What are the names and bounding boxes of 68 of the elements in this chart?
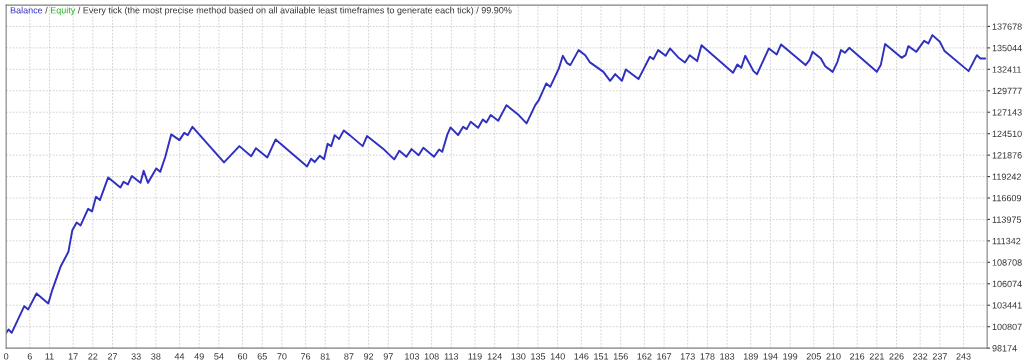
x-tick-label: 70 [277, 353, 287, 360]
text: Balance [10, 6, 43, 14]
x-tick-label: 108 [424, 353, 439, 360]
y-tick-label: 98174 [992, 345, 1017, 352]
y-tick-label: 111342 [992, 237, 1021, 245]
y-tick-label: 132411 [992, 66, 1022, 73]
x-tick-label: 226 [889, 353, 904, 360]
x-tick-label: 54 [214, 353, 224, 360]
x-tick-label: 49 [194, 353, 204, 360]
line-series [6, 34, 987, 335]
y-tick-label: 129777 [992, 87, 1022, 95]
x-tick-label: 156 [613, 353, 628, 360]
y-tick-label: 113975 [992, 216, 1022, 223]
x-tick-label: 103 [405, 353, 420, 360]
x-tick-label: 113 [444, 353, 459, 360]
x-tick-label: 151 [594, 353, 609, 360]
x-tick-label: 232 [913, 353, 928, 360]
x-tick-label: 130 [511, 353, 526, 360]
x-tick-label: 162 [637, 353, 652, 360]
x-tick-label: 243 [956, 353, 971, 360]
x-tick-label: 81 [320, 353, 330, 360]
chart-title: Every tick (the most precise method based on all available least timeframes to generate each tick) / 99.90% [83, 6, 512, 16]
x-tick-label: 183 [720, 353, 735, 360]
x-tick-label: 76 [301, 353, 311, 360]
y-tick-label: 108708 [992, 259, 1022, 266]
x-tick-label: 60 [237, 353, 248, 360]
y-tick-label: 127143 [992, 109, 1022, 116]
x-tick-label: 124 [487, 353, 502, 360]
y-tick-label: 124510 [992, 130, 1022, 138]
x-tick-label: 216 [850, 353, 865, 360]
x-tick-label: 167 [657, 353, 672, 360]
x-tick-label: 199 [783, 353, 798, 360]
x-tick-label: 221 [869, 353, 884, 360]
x-tick-label: 146 [574, 353, 589, 360]
x-tick-label: 97 [383, 353, 393, 360]
x-tick-label: 173 [680, 353, 695, 360]
x-tick-label: 178 [700, 353, 715, 360]
x-tick-label: 22 [88, 353, 98, 360]
x-tick-label: 194 [763, 353, 778, 360]
y-tick-label: 137678 [992, 23, 1022, 30]
y-tick-label: 135044 [992, 44, 1022, 52]
annotation: / [77, 6, 81, 14]
x-tick-label: 205 [806, 353, 821, 360]
y-tick-label: 119242 [992, 173, 1021, 180]
x-tick-label: 237 [932, 353, 947, 360]
x-tick-label: 119 [468, 353, 482, 360]
legend-label: Equity [50, 6, 76, 16]
x-tick-label: 44 [174, 353, 185, 360]
x-tick-label: 210 [826, 353, 841, 360]
x-tick-label: 92 [364, 353, 374, 360]
x-tick-label: 17 [68, 353, 78, 360]
y-tick-label: 106074 [992, 280, 1022, 288]
y-tick-label: 116609 [992, 194, 1022, 202]
y-tick-label: 103441 [992, 302, 1022, 309]
x-tick-label: 0 [3, 353, 9, 360]
x-tick-label: 6 [27, 353, 32, 360]
y-tick-label: 100807 [992, 323, 1022, 331]
x-tick-label: 135 [531, 353, 546, 360]
x-tick-label: 87 [344, 353, 354, 360]
x-tick-label: 11 [45, 353, 54, 360]
x-tick-label: 65 [257, 353, 267, 360]
x-tick-label: 27 [107, 353, 118, 360]
y-tick-label: 121876 [992, 152, 1022, 159]
x-tick-label: 140 [550, 353, 565, 360]
x-tick-label: 33 [131, 353, 141, 360]
annotation: / [45, 6, 48, 14]
x-tick-label: 189 [743, 353, 758, 360]
x-tick-label: 38 [151, 353, 161, 360]
